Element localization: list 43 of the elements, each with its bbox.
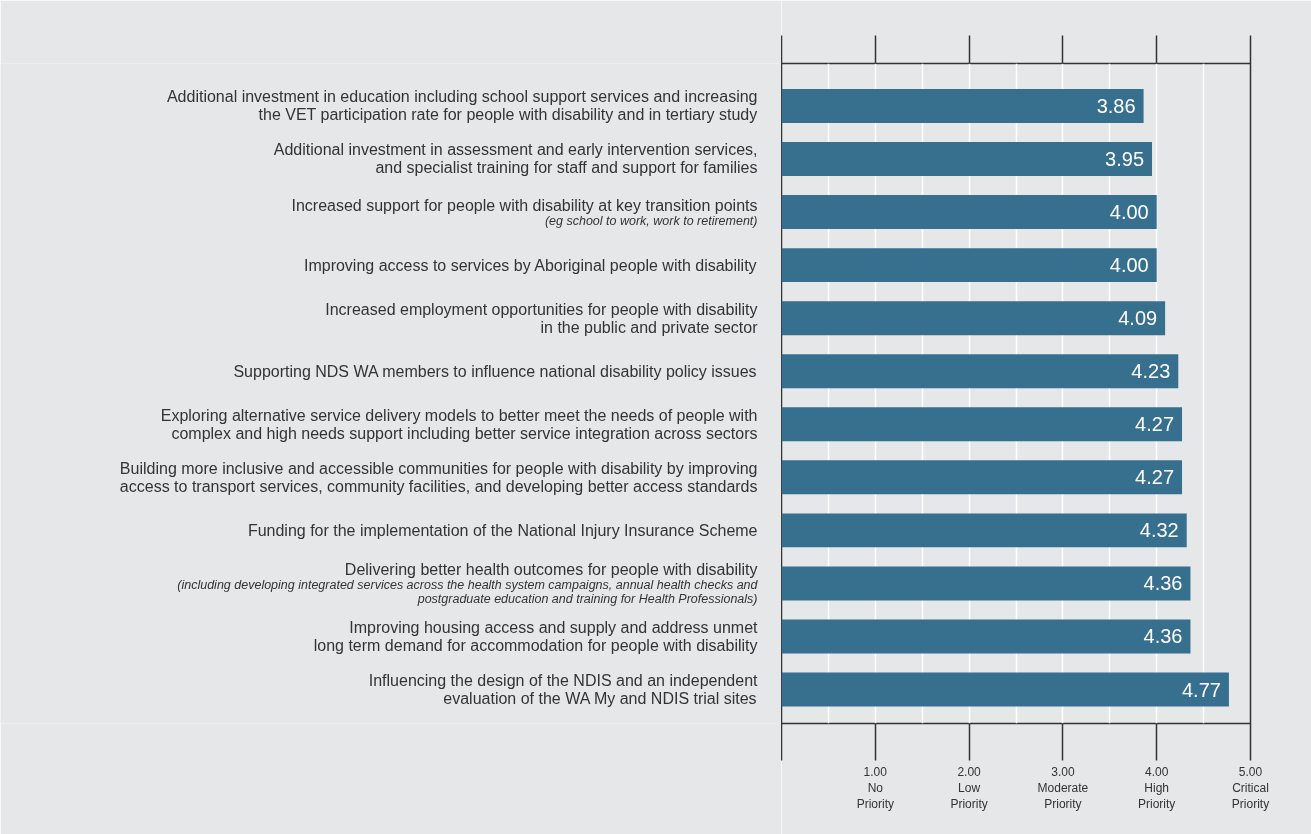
y-tick-label: Additional investment in education including school support services and increasing the VET participation rate for people with disability and in tertiary study — [166, 88, 758, 124]
data-label: 4.36 — [1143, 572, 1183, 595]
x-tick-label: 1.00 No Priority — [856, 764, 894, 811]
data-label: 4.00 — [1109, 201, 1149, 224]
bar — [781, 142, 1153, 176]
bar — [781, 195, 1157, 230]
bar — [781, 460, 1183, 495]
bar — [781, 354, 1179, 389]
bar — [781, 566, 1191, 601]
x-tick-label: 4.00 High Priority — [1138, 764, 1176, 811]
data-label: 4.36 — [1143, 625, 1183, 648]
data-label: 3.86 — [1096, 94, 1136, 117]
data-label: 4.27 — [1135, 413, 1175, 436]
x-tick-label: 2.00 Low Priority — [950, 764, 988, 811]
data-label: 4.27 — [1135, 466, 1175, 489]
y-tick-label: Improving access to services by Aboriginal people with disability — [303, 256, 757, 274]
bar — [781, 88, 1144, 123]
y-tick-label: Additional investment in assessment and early intervention services, and specialist training for staff and support for families — [273, 141, 758, 177]
y-tick-label: Supporting NDS WA members to influence national disability policy issues — [233, 362, 757, 380]
bar — [781, 513, 1187, 548]
data-label: 4.77 — [1182, 678, 1221, 701]
data-label: 4.32 — [1139, 519, 1179, 542]
y-tick-label: Increased employment opportunities for people with disability in the public and private sector — [325, 300, 759, 336]
y-tick-label: Improving housing access and supply and address unmet long term demand for accommodation for people with disability — [313, 618, 759, 654]
bar — [781, 619, 1191, 654]
y-tick-label: Increased support for people with disability at key transition points — [291, 196, 758, 214]
bar — [781, 672, 1229, 707]
data-label: 4.23 — [1131, 360, 1171, 383]
y-tick-label: Influencing the design of the NDIS and an independent evaluation of the WA My and NDIS trial sites — [368, 672, 759, 708]
text: (including developing integrated services across the health system campaigns, annual health checks and postgraduate education and training for Health Professionals) — [177, 578, 759, 607]
y-tick-label: Funding for the implementation of the National Injury Insurance Scheme — [247, 521, 758, 539]
y-tick-label: Exploring alternative service delivery models to better meet the needs of people with complex and high needs support including better service integration across sectors — [160, 406, 758, 442]
y-tick-label: Delivering better health outcomes for people with disability — [344, 560, 758, 578]
data-label: 3.95 — [1105, 148, 1145, 170]
data-label: 4.00 — [1109, 254, 1149, 277]
text: (eg school to work, work to retirement) — [544, 214, 758, 229]
data-label: 4.09 — [1118, 307, 1158, 330]
x-tick-label: 5.00 Critical Priority — [1231, 764, 1270, 811]
bar — [781, 301, 1166, 336]
bar — [781, 248, 1157, 283]
bar — [781, 407, 1183, 442]
x-tick-label: 3.00 Moderate Priority — [1037, 764, 1089, 811]
y-tick-label: Building more inclusive and accessible communities for people with disability by improving access to transport services, community facilities, and developing better access standards — [119, 459, 758, 495]
